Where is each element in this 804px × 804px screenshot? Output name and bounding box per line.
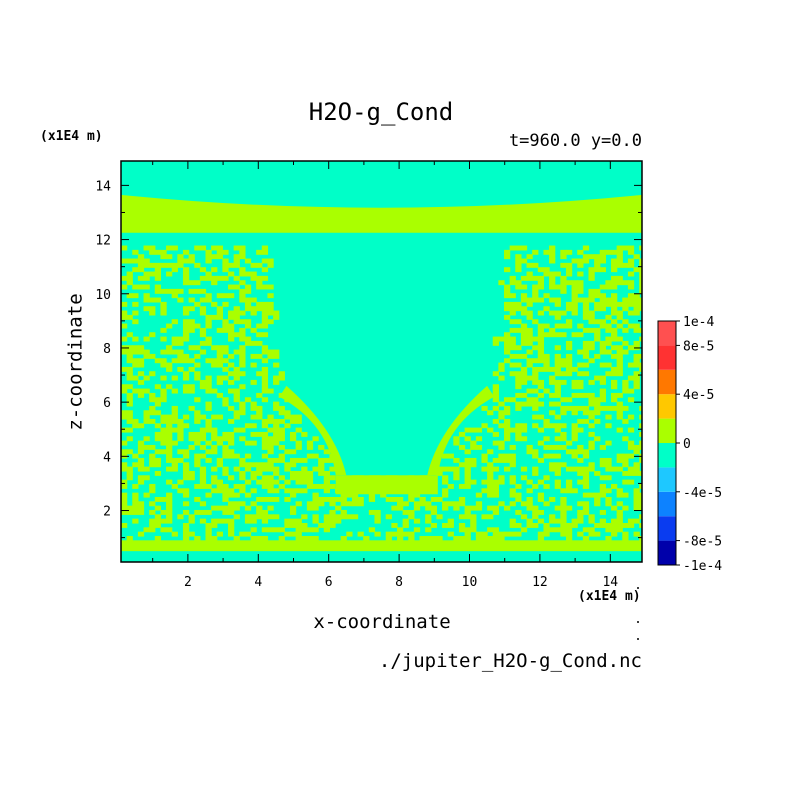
y-tick-label: 8 [103,342,111,357]
x-tick-label: 6 [325,575,333,590]
colorbar-tick-label: 8e-5 [683,339,714,354]
upper-band [121,194,642,233]
plot-frame [120,160,643,563]
colorbar-tick-label: 4e-5 [683,388,714,403]
chart-title: H2O-g_Cond [308,98,454,126]
y-axis-ticks: 2 4 6 8 10 12 14 [95,179,642,539]
colorbar-tick-label: -4e-5 [683,486,722,501]
x-tick-label: 14 [602,575,618,590]
time-info: t=960.0 y=0.0 [508,131,642,151]
plume-base-band [335,475,438,495]
decor-dots [637,587,639,640]
x-tick-label: 2 [184,575,192,590]
colorbar-segment [658,443,676,468]
bottom-band [121,540,642,552]
colorbar-segment [658,491,676,517]
noisy-layer [121,245,642,541]
x-tick-label: 4 [254,575,262,590]
y-tick-label: 12 [95,234,111,249]
x-tick-label: 12 [532,575,548,590]
colorbar-tick-label: -1e-4 [683,559,722,574]
colorbar-segment [658,516,676,541]
colorbar-segment [658,321,676,346]
plume-rim-right [427,385,495,476]
y-tick-label: 4 [103,450,111,465]
colorbar-tick-label: -8e-5 [683,535,722,550]
colorbar-segment [658,418,676,443]
colorbar-segment [658,540,676,565]
colorbar: 1e-4 8e-5 4e-5 0 -4e-5 -8e-5 -1e-4 [657,315,722,574]
y-tick-label: 14 [95,179,111,194]
x-tick-label: 8 [395,575,403,590]
heatmap-field [121,161,642,562]
colorbar-segment [658,394,676,419]
y-tick-label: 10 [95,288,111,303]
x-tick-label: 10 [462,575,478,590]
source-filename: ./jupiter_H2O-g_Cond.nc [378,650,642,672]
y-tick-label: 6 [103,396,111,411]
plume-rim-left [279,385,347,476]
colorbar-segment [658,369,676,395]
y-axis-unit: (x1E4 m) [40,129,103,144]
colorbar-segment [658,345,676,370]
y-tick-label: 2 [103,505,111,520]
x-axis-label: x-coordinate [313,611,451,633]
colorbar-tick-label: 0 [683,437,691,452]
colorbar-segment [658,467,676,492]
x-axis-ticks: 2 4 6 8 10 12 14 [152,161,618,590]
x-axis-unit: (x1E4 m) [578,589,641,604]
colorbar-tick-label: 1e-4 [683,315,714,330]
